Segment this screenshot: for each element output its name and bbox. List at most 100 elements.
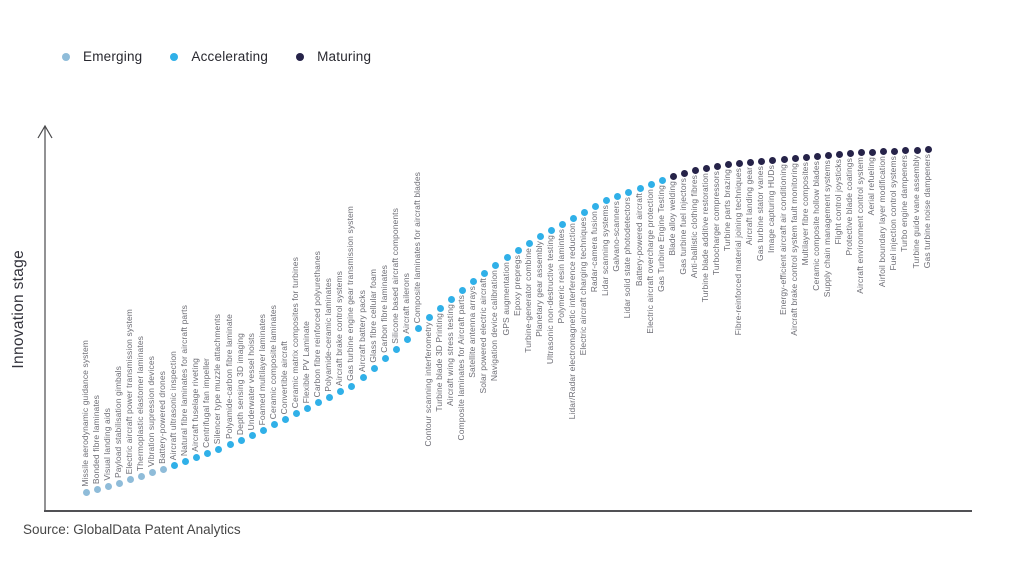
data-point[interactable] — [625, 188, 633, 196]
data-point[interactable] — [381, 354, 389, 362]
data-point[interactable] — [780, 155, 788, 163]
data-point[interactable] — [847, 149, 855, 157]
data-point[interactable] — [891, 147, 899, 155]
data-point[interactable] — [824, 151, 832, 159]
data-point[interactable] — [337, 387, 345, 395]
data-point[interactable] — [425, 313, 433, 321]
data-point[interactable] — [281, 415, 289, 423]
data-point[interactable] — [437, 304, 445, 312]
data-point[interactable] — [758, 157, 766, 165]
legend-item-accelerating: Accelerating — [170, 49, 268, 64]
x-axis-line — [44, 510, 972, 512]
data-point[interactable] — [769, 156, 777, 164]
data-point[interactable] — [736, 159, 744, 167]
data-point[interactable] — [104, 482, 112, 490]
data-point[interactable] — [492, 261, 500, 269]
data-point[interactable] — [902, 146, 910, 154]
data-point[interactable] — [525, 239, 533, 247]
data-point[interactable] — [315, 398, 323, 406]
data-point[interactable] — [614, 192, 622, 200]
data-point-label: Gas Turbine Engine Testing — [655, 185, 666, 292]
data-point[interactable] — [248, 431, 256, 439]
data-point[interactable] — [725, 160, 733, 168]
data-point[interactable] — [326, 393, 334, 401]
data-point[interactable] — [924, 145, 932, 153]
data-point[interactable] — [259, 426, 267, 434]
data-point[interactable] — [93, 485, 101, 493]
data-point-label: Bonded fibre laminates — [90, 394, 101, 484]
data-point[interactable] — [182, 457, 190, 465]
data-point[interactable] — [370, 364, 378, 372]
data-point[interactable] — [880, 147, 888, 155]
data-point[interactable] — [348, 382, 356, 390]
data-point[interactable] — [702, 164, 710, 172]
data-point-label: Aircraft brake control system fault moni… — [788, 163, 799, 336]
data-point[interactable] — [270, 420, 278, 428]
data-point[interactable] — [126, 475, 134, 483]
data-point[interactable] — [115, 479, 123, 487]
data-point[interactable] — [171, 461, 179, 469]
data-point-label: Gas turbine noise dampeners — [921, 154, 932, 269]
data-point[interactable] — [547, 226, 555, 234]
data-point[interactable] — [592, 202, 600, 210]
accelerating-dot-icon — [170, 52, 179, 61]
data-point-label: Turbine guide vane assembly — [910, 155, 921, 269]
data-point[interactable] — [869, 148, 877, 156]
data-point[interactable] — [747, 158, 755, 166]
data-point[interactable] — [813, 152, 821, 160]
data-point[interactable] — [647, 180, 655, 188]
data-point-label: Polyamide-carbon fibre laminate — [223, 314, 234, 439]
data-point-label: Silencer type muzzle attachments — [212, 313, 223, 444]
data-point[interactable] — [414, 324, 422, 332]
data-point-label: Turbo engine dampeners — [899, 155, 910, 252]
data-point[interactable] — [82, 488, 90, 496]
data-point[interactable] — [858, 148, 866, 156]
data-point[interactable] — [160, 465, 168, 473]
data-point[interactable] — [658, 176, 666, 184]
data-point-label: Depth sensing 3D imaging — [234, 332, 245, 435]
data-point[interactable] — [304, 404, 312, 412]
data-point[interactable] — [714, 162, 722, 170]
data-point[interactable] — [558, 220, 566, 228]
data-point-label: Image capturing HUDs — [766, 165, 777, 253]
data-point[interactable] — [481, 269, 489, 277]
y-axis-arrow-icon — [37, 124, 53, 512]
emerging-dot-icon — [62, 52, 70, 61]
data-point-label: GPS augmentation — [500, 262, 511, 336]
data-point[interactable] — [204, 449, 212, 457]
data-point[interactable] — [359, 373, 367, 381]
data-point[interactable] — [215, 445, 223, 453]
data-point[interactable] — [148, 468, 156, 476]
data-point[interactable] — [403, 335, 411, 343]
data-point[interactable] — [503, 253, 511, 261]
data-point[interactable] — [835, 150, 843, 158]
data-point[interactable] — [802, 153, 810, 161]
legend-item-maturing: Maturing — [296, 49, 371, 64]
data-point[interactable] — [459, 286, 467, 294]
data-point[interactable] — [514, 246, 522, 254]
data-point[interactable] — [392, 345, 400, 353]
data-point[interactable] — [581, 208, 589, 216]
data-point[interactable] — [636, 184, 644, 192]
data-point[interactable] — [193, 453, 201, 461]
data-point[interactable] — [293, 409, 301, 417]
data-point[interactable] — [691, 166, 699, 174]
data-point-label: Aircraft battery packs — [356, 289, 367, 372]
data-point-label: Electric aircraft overcharge protection — [644, 189, 655, 334]
data-point[interactable] — [226, 440, 234, 448]
maturing-dot-icon — [296, 52, 305, 61]
data-point[interactable] — [470, 277, 478, 285]
legend-label: Emerging — [83, 49, 143, 64]
data-point[interactable] — [237, 436, 245, 444]
data-point[interactable] — [570, 214, 578, 222]
data-point[interactable] — [137, 472, 145, 480]
data-point[interactable] — [603, 196, 611, 204]
data-point[interactable] — [913, 146, 921, 154]
data-point[interactable] — [448, 295, 456, 303]
data-point[interactable] — [680, 169, 688, 177]
data-point[interactable] — [669, 172, 677, 180]
data-point[interactable] — [791, 154, 799, 162]
data-point[interactable] — [536, 232, 544, 240]
